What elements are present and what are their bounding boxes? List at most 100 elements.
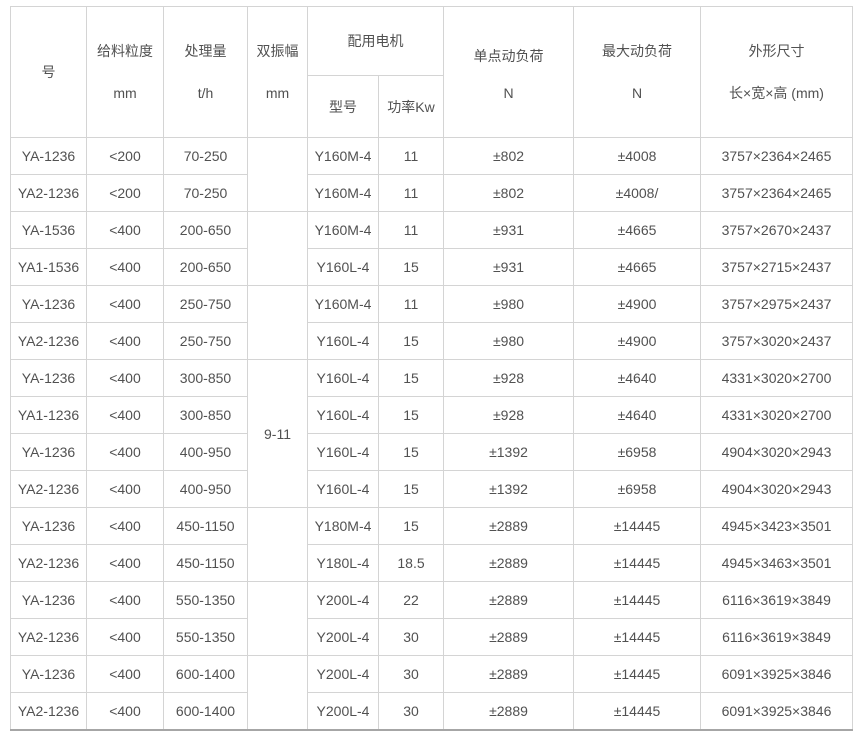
col-header-motor-power: 功率Kw [378, 75, 444, 138]
cell-amplitude: 9-11 [247, 359, 308, 508]
col-header-single-load-unit: N [503, 84, 514, 101]
cell-max-load: ±4640 [573, 359, 701, 397]
cell-capacity: 70-250 [163, 174, 248, 212]
cell-motor-power: 30 [378, 655, 444, 693]
cell-feed-size: <400 [86, 544, 164, 582]
col-header-capacity-line1: 处理量 [184, 43, 227, 59]
cell-max-load: ±6958 [573, 470, 701, 508]
cell-motor-model: Y160L-4 [307, 322, 379, 360]
cell-capacity: 400-950 [163, 470, 248, 508]
col-header-dimensions-line1: 外形尺寸 [748, 43, 805, 59]
cell-motor-power: 18.5 [378, 544, 444, 582]
cell-dimensions: 3757×2364×2465 [700, 174, 853, 212]
cell-capacity: 550-1350 [163, 581, 248, 619]
cell-dimensions: 4945×3423×3501 [700, 507, 853, 545]
table-row: YA2-1236 <400 400-950 Y160L-4 15 ±1392 ±6958 49… [10, 470, 853, 508]
cell-feed-size: <400 [86, 655, 164, 693]
cell-model: YA2-1236 [10, 544, 87, 582]
cell-max-load: ±14445 [573, 507, 701, 545]
table-row: YA2-1236 <400 550-1350 Y200L-4 30 ±2889 ±14445… [10, 618, 853, 656]
table-row: YA2-1236 <400 600-1400 Y200L-4 30 ±2889 ±14445… [10, 692, 853, 730]
cell-motor-power: 11 [378, 137, 444, 175]
cell-amplitude [247, 137, 308, 212]
col-header-capacity-unit: t/h [197, 85, 214, 101]
cell-max-load: ±14445 [573, 544, 701, 582]
cell-feed-size: <400 [86, 581, 164, 619]
table-row: YA2-1236 <400 450-1150 Y180L-4 18.5 ±2889 ±144… [10, 544, 853, 582]
cell-feed-size: <400 [86, 322, 164, 360]
cell-motor-power: 11 [378, 285, 444, 323]
cell-amplitude [247, 285, 308, 360]
cell-single-load: ±2889 [443, 655, 574, 693]
cell-motor-power: 15 [378, 470, 444, 508]
cell-capacity: 300-850 [163, 396, 248, 434]
cell-dimensions: 3757×2364×2465 [700, 137, 853, 175]
col-header-dimensions-line2: 长×宽×高 (mm) [729, 85, 824, 101]
table-row: YA-1236 <400 450-1150 Y180M-4 15 ±2889 ±14445 4… [10, 507, 853, 582]
table-row: YA2-1236 <400 250-750 Y160L-4 15 ±980 ±4900 375… [10, 322, 853, 360]
cell-motor-model: Y160L-4 [307, 433, 379, 471]
spec-table-body: YA-1236 <200 70-250 Y160M-4 11 ±802 ±4008 3757×… [10, 137, 853, 730]
cell-capacity: 450-1150 [163, 507, 248, 545]
cell-single-load: ±2889 [443, 618, 574, 656]
cell-motor-model: Y180M-4 [307, 507, 379, 545]
cell-max-load: ±4008/ [573, 174, 701, 212]
col-header-max-load: 最大动负荷 N [573, 6, 701, 138]
cell-motor-power: 30 [378, 692, 444, 730]
cell-motor-power: 15 [378, 359, 444, 397]
cell-single-load: ±1392 [443, 470, 574, 508]
cell-dimensions: 6116×3619×3849 [700, 618, 853, 656]
cell-model: YA2-1236 [10, 618, 87, 656]
cell-motor-power: 15 [378, 396, 444, 434]
cell-capacity: 600-1400 [163, 655, 248, 693]
cell-model: YA-1536 [10, 211, 87, 249]
cell-amplitude [247, 655, 308, 730]
col-header-motor-model: 型号 [307, 75, 379, 138]
cell-motor-power: 11 [378, 211, 444, 249]
col-header-capacity: 处理量 t/h [163, 6, 248, 138]
cell-amplitude [247, 581, 308, 656]
cell-dimensions: 6091×3925×3846 [700, 655, 853, 693]
cell-motor-model: Y160L-4 [307, 248, 379, 286]
col-header-feed-size-unit: mm [113, 85, 137, 101]
cell-single-load: ±931 [443, 248, 574, 286]
cell-capacity: 450-1150 [163, 544, 248, 582]
cell-single-load: ±928 [443, 396, 574, 434]
table-row: YA-1236 <400 550-1350 Y200L-4 22 ±2889 ±14445 6… [10, 581, 853, 656]
cell-feed-size: <400 [86, 285, 164, 323]
cell-motor-model: Y160L-4 [307, 396, 379, 434]
table-row: YA2-1236 <200 70-250 Y160M-4 11 ±802 ±4008/375… [10, 174, 853, 212]
cell-model: YA1-1236 [10, 396, 87, 434]
cell-max-load: ±14445 [573, 581, 701, 619]
table-row: YA-1236 <400 600-1400 Y200L-4 30 ±2889 ±14445 6… [10, 655, 853, 730]
cell-capacity: 200-650 [163, 248, 248, 286]
cell-motor-model: Y160M-4 [307, 285, 379, 323]
cell-motor-power: 11 [378, 174, 444, 212]
cell-motor-model: Y160M-4 [307, 211, 379, 249]
cell-single-load: ±928 [443, 359, 574, 397]
cell-feed-size: <400 [86, 507, 164, 545]
cell-feed-size: <400 [86, 433, 164, 471]
cell-model: YA-1236 [10, 655, 87, 693]
cell-motor-model: Y180L-4 [307, 544, 379, 582]
cell-model: YA2-1236 [10, 174, 87, 212]
cell-max-load: ±4900 [573, 322, 701, 360]
cell-dimensions: 4331×3020×2700 [700, 359, 853, 397]
cell-max-load: ±4640 [573, 396, 701, 434]
cell-max-load: ±4665 [573, 248, 701, 286]
cell-dimensions: 4904×3020×2943 [700, 470, 853, 508]
cell-feed-size: <400 [86, 692, 164, 730]
cell-dimensions: 3757×2975×2437 [700, 285, 853, 323]
col-header-feed-size-line1: 给料粒度 [97, 43, 153, 59]
cell-model: YA-1236 [10, 359, 87, 397]
cell-single-load: ±931 [443, 211, 574, 249]
cell-single-load: ±802 [443, 174, 574, 212]
cell-max-load: ±6958 [573, 433, 701, 471]
cell-dimensions: 3757×2670×2437 [700, 211, 853, 249]
col-header-amplitude-unit: mm [265, 85, 290, 101]
cell-amplitude [247, 211, 308, 286]
cell-feed-size: <400 [86, 470, 164, 508]
table-row: YA-1236 <400 400-950 Y160L-4 15 ±1392 ±6958 490… [10, 433, 853, 471]
cell-amplitude [247, 507, 308, 582]
